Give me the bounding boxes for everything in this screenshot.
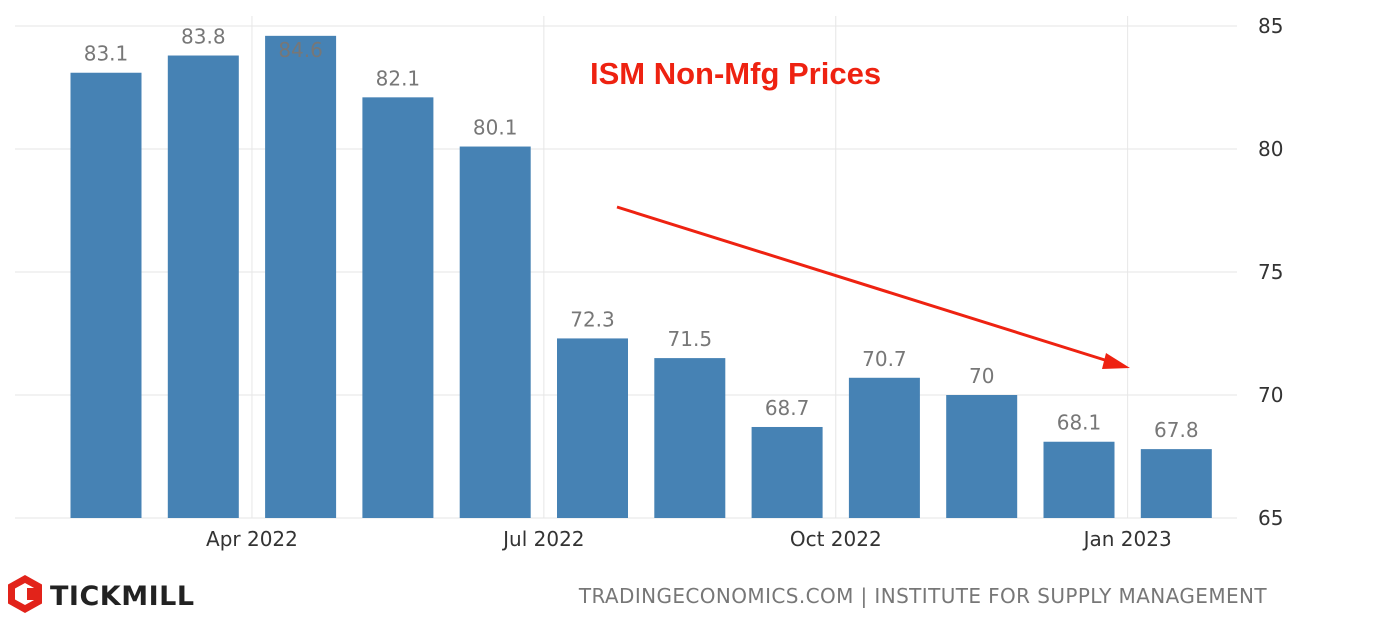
bar <box>362 97 434 518</box>
bar-value-label: 67.8 <box>1154 418 1199 442</box>
y-axis-ticks: 65 70 75 80 85 <box>1258 14 1283 530</box>
trend-arrow-head <box>1102 353 1130 369</box>
y-tick-label: 75 <box>1258 260 1283 284</box>
x-axis-ticks: Apr 2022 Jul 2022 Oct 2022 Jan 2023 <box>206 527 1172 551</box>
bar <box>751 426 823 518</box>
bar <box>70 72 142 519</box>
brand-logo: TICKMILL <box>6 574 195 618</box>
tickmill-hexagon-icon <box>6 574 44 618</box>
trend-arrow <box>616 205 1130 369</box>
bar <box>167 55 239 519</box>
bar <box>946 395 1018 518</box>
brand-name: TICKMILL <box>50 580 195 612</box>
bars <box>70 35 1212 519</box>
bar-value-label: 68.7 <box>765 396 810 420</box>
bar-value-label: 70 <box>969 364 994 388</box>
value-labels: 83.1 83.8 84.6 82.1 80.1 72.3 71.5 68.7 70.7 70 68… <box>84 25 1199 443</box>
bar-chart: 83.1 83.8 84.6 82.1 80.1 72.3 71.5 68.7 70.7 70 68… <box>15 14 1283 551</box>
x-tick-label: Oct 2022 <box>790 527 882 551</box>
bar-value-label: 83.1 <box>84 42 129 66</box>
y-tick-label: 80 <box>1258 137 1283 161</box>
bar <box>1043 441 1115 518</box>
bar-value-label: 70.7 <box>862 347 907 371</box>
x-tick-label: Apr 2022 <box>206 527 298 551</box>
bar-value-label: 80.1 <box>473 116 518 140</box>
bar-value-label: 84.6 <box>278 38 323 62</box>
chart-title: ISM Non-Mfg Prices <box>590 56 881 91</box>
bar-value-label: 82.1 <box>376 66 421 90</box>
bar <box>1140 449 1212 518</box>
bar <box>848 377 920 518</box>
x-tick-label: Jan 2023 <box>1082 527 1172 551</box>
y-tick-label: 65 <box>1258 506 1283 530</box>
bar-value-label: 72.3 <box>570 307 615 331</box>
bar-value-label: 68.1 <box>1057 411 1102 435</box>
bar <box>654 358 726 518</box>
bar-value-label: 83.8 <box>181 25 226 49</box>
x-tick-label: Jul 2022 <box>501 527 584 551</box>
bar <box>265 35 337 519</box>
source-attribution: TRADINGECONOMICS.COM | INSTITUTE FOR SUP… <box>578 584 1267 608</box>
y-tick-label: 70 <box>1258 383 1283 407</box>
bar <box>557 338 628 518</box>
bar-value-label: 71.5 <box>668 327 713 351</box>
bar <box>459 146 531 519</box>
y-tick-label: 85 <box>1258 14 1283 38</box>
